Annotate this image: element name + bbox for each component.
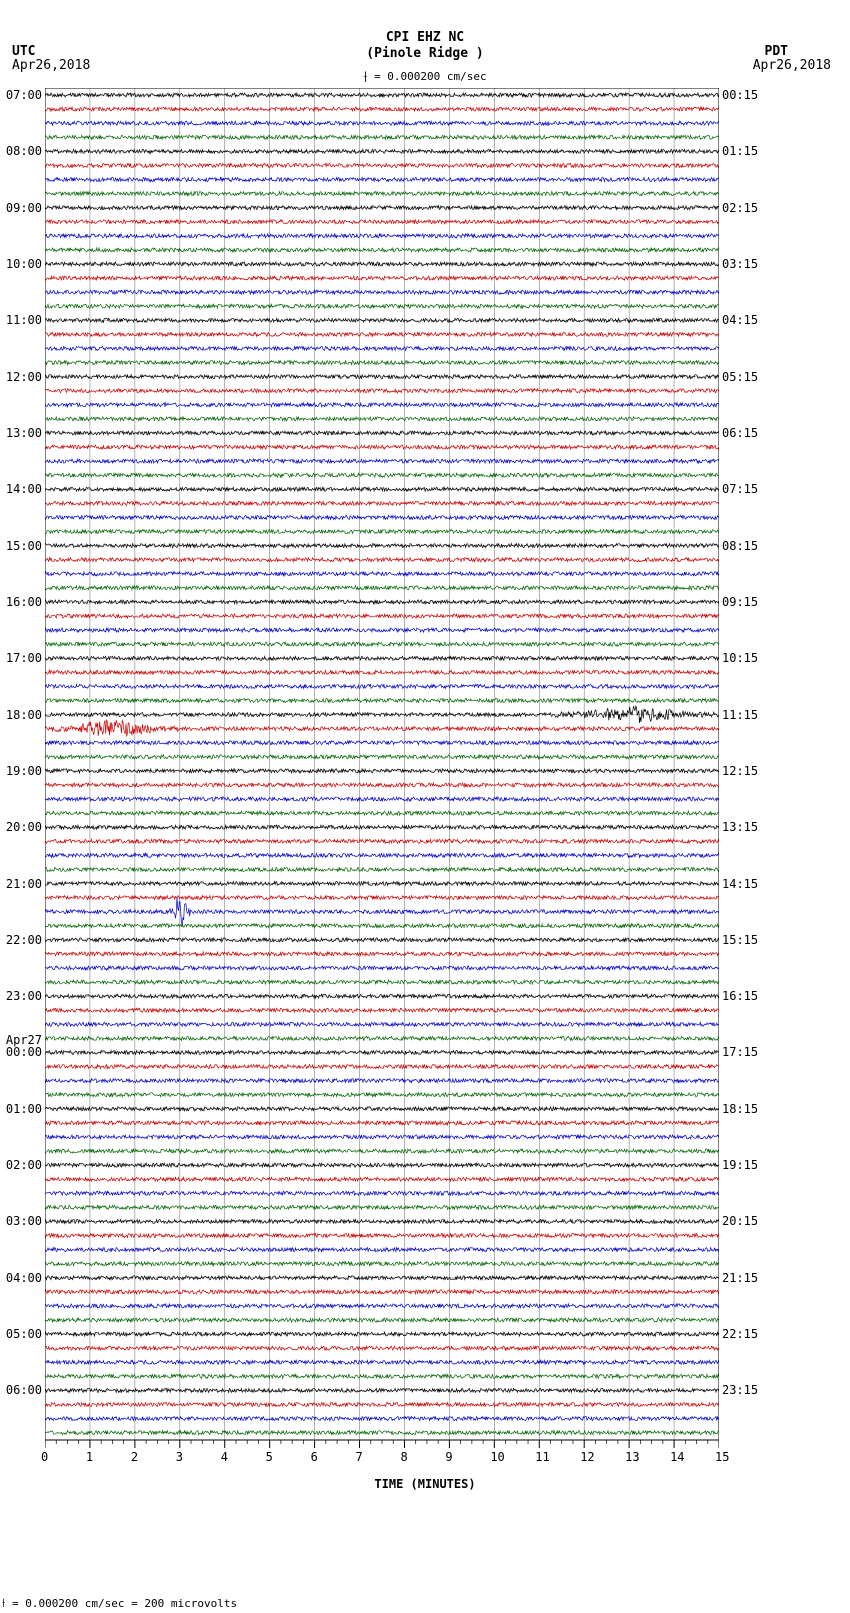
right-time-label: 00:15 bbox=[722, 88, 782, 102]
x-tick-label: 0 bbox=[41, 1450, 48, 1464]
left-time-label: 18:00 bbox=[0, 708, 42, 722]
right-time-label: 21:15 bbox=[722, 1271, 782, 1285]
right-time-label: 15:15 bbox=[722, 933, 782, 947]
scale-text: = 0.000200 cm/sec bbox=[374, 70, 487, 83]
left-time-label: 23:00 bbox=[0, 989, 42, 1003]
right-time-label: 01:15 bbox=[722, 144, 782, 158]
left-time-label: 12:00 bbox=[0, 370, 42, 384]
left-time-label: 19:00 bbox=[0, 764, 42, 778]
left-time-label: 17:00 bbox=[0, 651, 42, 665]
left-time-label: 10:00 bbox=[0, 257, 42, 271]
left-time-label: 13:00 bbox=[0, 426, 42, 440]
station-header: CPI EHZ NC (Pinole Ridge ) bbox=[0, 0, 850, 61]
right-time-label: 17:15 bbox=[722, 1045, 782, 1059]
x-tick-label: 13 bbox=[625, 1450, 639, 1464]
x-axis-title: TIME (MINUTES) bbox=[0, 1477, 850, 1491]
date-left-label: Apr26,2018 bbox=[12, 58, 90, 73]
x-tick-label: 4 bbox=[221, 1450, 228, 1464]
x-tick-label: 2 bbox=[131, 1450, 138, 1464]
right-time-label: 18:15 bbox=[722, 1102, 782, 1116]
right-time-label: 09:15 bbox=[722, 595, 782, 609]
left-time-label: 20:00 bbox=[0, 820, 42, 834]
right-time-label: 10:15 bbox=[722, 651, 782, 665]
x-tick-label: 12 bbox=[580, 1450, 594, 1464]
tz-right-label: PDT bbox=[765, 44, 788, 59]
x-tick-label: 8 bbox=[400, 1450, 407, 1464]
seismogram-svg bbox=[45, 88, 719, 1470]
right-time-label: 02:15 bbox=[722, 201, 782, 215]
x-tick-label: 10 bbox=[490, 1450, 504, 1464]
right-time-label: 13:15 bbox=[722, 820, 782, 834]
right-time-label: 06:15 bbox=[722, 426, 782, 440]
left-time-label: 02:00 bbox=[0, 1158, 42, 1172]
scale-indicator: ⟊ = 0.000200 cm/sec bbox=[0, 67, 850, 87]
right-time-label: 07:15 bbox=[722, 482, 782, 496]
x-tick-label: 7 bbox=[356, 1450, 363, 1464]
left-time-label: 01:00 bbox=[0, 1102, 42, 1116]
plot-area bbox=[45, 88, 719, 1440]
left-time-label: 03:00 bbox=[0, 1214, 42, 1228]
x-tick-label: 5 bbox=[266, 1450, 273, 1464]
left-time-label: 06:00 bbox=[0, 1383, 42, 1397]
right-time-label: 14:15 bbox=[722, 877, 782, 891]
station-name: (Pinole Ridge ) bbox=[0, 46, 850, 62]
left-time-label: 16:00 bbox=[0, 595, 42, 609]
right-time-label: 23:15 bbox=[722, 1383, 782, 1397]
right-time-label: 04:15 bbox=[722, 313, 782, 327]
left-time-label: 00:00 bbox=[0, 1045, 42, 1059]
left-time-label: 11:00 bbox=[0, 313, 42, 327]
right-time-label: 12:15 bbox=[722, 764, 782, 778]
right-time-label: 03:15 bbox=[722, 257, 782, 271]
left-time-label: 14:00 bbox=[0, 482, 42, 496]
x-tick-label: 11 bbox=[535, 1450, 549, 1464]
left-time-label: 05:00 bbox=[0, 1327, 42, 1341]
right-time-label: 16:15 bbox=[722, 989, 782, 1003]
right-time-label: 19:15 bbox=[722, 1158, 782, 1172]
x-tick-label: 6 bbox=[311, 1450, 318, 1464]
left-time-label: 09:00 bbox=[0, 201, 42, 215]
left-time-label: 08:00 bbox=[0, 144, 42, 158]
seismogram-container: UTC Apr26,2018 PDT Apr26,2018 CPI EHZ NC… bbox=[0, 0, 850, 1613]
right-time-label: 20:15 bbox=[722, 1214, 782, 1228]
tz-left-label: UTC bbox=[12, 44, 35, 59]
left-time-label: 21:00 bbox=[0, 877, 42, 891]
date-right-label: Apr26,2018 bbox=[753, 58, 831, 73]
x-tick-label: 3 bbox=[176, 1450, 183, 1464]
footer-note: ⟊ = 0.000200 cm/sec = 200 microvolts bbox=[2, 1596, 237, 1611]
x-tick-label: 14 bbox=[670, 1450, 684, 1464]
left-time-label: 04:00 bbox=[0, 1271, 42, 1285]
right-time-label: 22:15 bbox=[722, 1327, 782, 1341]
right-time-label: 11:15 bbox=[722, 708, 782, 722]
left-time-label: 07:00 bbox=[0, 88, 42, 102]
left-time-label: 22:00 bbox=[0, 933, 42, 947]
right-time-label: 08:15 bbox=[722, 539, 782, 553]
right-time-label: 05:15 bbox=[722, 370, 782, 384]
station-code: CPI EHZ NC bbox=[0, 30, 850, 46]
x-tick-label: 1 bbox=[86, 1450, 93, 1464]
left-time-label: 15:00 bbox=[0, 539, 42, 553]
x-tick-label: 15 bbox=[715, 1450, 729, 1464]
x-tick-label: 9 bbox=[445, 1450, 452, 1464]
